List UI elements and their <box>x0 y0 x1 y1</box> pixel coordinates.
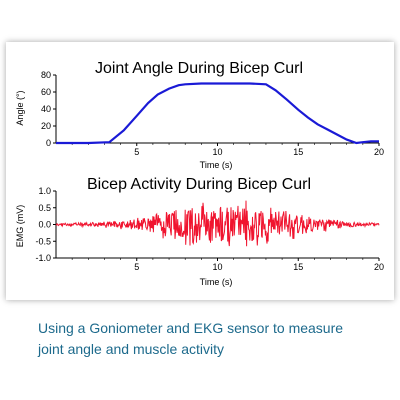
emg-series-line <box>55 200 380 247</box>
emg-x-tick-label: 15 <box>293 262 303 272</box>
emg-x-tick-label: 5 <box>134 262 139 272</box>
angle-y-tick-label: 80 <box>41 70 51 80</box>
angle-x-tick-label: 15 <box>293 147 303 157</box>
angle-x-tick-label: 10 <box>212 147 222 157</box>
caption-line-2: joint angle and muscle activity <box>38 341 224 357</box>
emg-y-tick-label: 0.0 <box>38 220 51 230</box>
emg-x-tick-label: 10 <box>212 262 222 272</box>
chart-card: Joint Angle During Bicep Curl 5 10 15 20 0 20… <box>6 42 394 300</box>
angle-y-tick-label: 60 <box>41 87 51 97</box>
emg-y-tick-label: -0.5 <box>35 236 51 246</box>
emg-chart-title: Bicep Activity During Bicep Curl <box>87 176 311 193</box>
charts-svg: Joint Angle During Bicep Curl 5 10 15 20 0 20… <box>15 60 384 287</box>
angle-y-tick-label: 0 <box>46 138 51 148</box>
emg-y-tick-label: -1.0 <box>35 253 51 263</box>
angle-x-tick-label: 5 <box>134 147 139 157</box>
angle-y-tick-label: 20 <box>41 121 51 131</box>
caption: Using a Goniometer and EKG sensor to mea… <box>38 318 388 360</box>
caption-line-1: Using a Goniometer and EKG sensor to mea… <box>38 320 344 336</box>
angle-y-tick-label: 40 <box>41 104 51 114</box>
angle-x-tick-label: 20 <box>374 147 384 157</box>
emg-x-tick-label: 20 <box>374 262 384 272</box>
emg-chart-ylabel: EMG (mV) <box>15 205 25 248</box>
angle-chart-ylabel: Angle (°) <box>15 90 25 125</box>
emg-y-tick-label: 1.0 <box>38 186 51 196</box>
emg-y-tick-label: 0.5 <box>38 203 51 213</box>
angle-chart-title: Joint Angle During Bicep Curl <box>95 60 303 77</box>
angle-series-line <box>56 82 379 145</box>
angle-chart-xlabel: Time (s) <box>200 160 233 170</box>
emg-chart-xlabel: Time (s) <box>200 277 233 287</box>
